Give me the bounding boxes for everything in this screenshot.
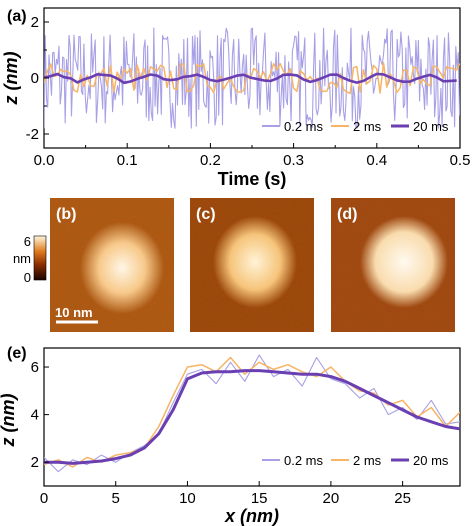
image-d-particle	[360, 216, 448, 308]
x-tick-label-e: 5	[112, 490, 120, 507]
colorbar	[33, 235, 47, 281]
x-tick-label-a: 0.3	[283, 152, 304, 169]
panel-e-ticks: 0 5 10 15 20 25 2 4 6	[31, 359, 411, 507]
legend-a-label-20ms: 20 ms	[413, 119, 449, 134]
y-tick-label-a: -2	[26, 126, 39, 143]
panel-e-series	[44, 354, 460, 473]
image-b-particle	[80, 222, 164, 314]
panel-a-xlabel: Time (s)	[218, 169, 287, 189]
scalebar-label: 10 nm	[55, 305, 93, 320]
colorbar-unit: nm	[13, 251, 31, 266]
panel-b-label: (b)	[56, 206, 76, 223]
image-c-particle	[213, 216, 297, 308]
panel-e: 0 5 10 15 20 25 2 4 6 (e) z (nm) x (nm) 0.2 ms 2…	[0, 345, 461, 526]
colorbar-min: 0	[24, 270, 31, 285]
colorbar-max: 6	[24, 234, 31, 249]
panel-e-ylabel: z (nm)	[0, 394, 18, 448]
x-tick-label-a: 0.2	[200, 152, 221, 169]
panel-a-series	[44, 27, 460, 129]
y-tick-label-a: 2	[31, 14, 39, 31]
y-tick-label-a: 0	[31, 70, 39, 87]
legend-e-label-2ms: 2 ms	[353, 453, 382, 468]
panel-d-label: (d)	[337, 206, 357, 223]
legend-a-label-2ms: 2 ms	[353, 119, 382, 134]
x-tick-label-a: 0.0	[34, 152, 55, 169]
afm-image-d: (d)	[331, 198, 455, 332]
panel-a-label: (a)	[7, 8, 27, 25]
afm-images: 6 nm 0 10 nm (b) (c) (d)	[13, 198, 455, 332]
series-line-a-20ms	[44, 72, 457, 85]
x-tick-label-a: 0.5	[450, 152, 471, 169]
x-tick-label-e: 25	[394, 490, 411, 507]
panel-e-xlabel: x (nm)	[224, 506, 279, 526]
x-tick-label-e: 0	[40, 490, 48, 507]
y-tick-label-e: 2	[31, 454, 39, 471]
y-tick-label-e: 4	[31, 407, 39, 424]
legend-e-label-02ms: 0.2 ms	[284, 453, 324, 468]
panel-a-ticks: 0.0 0.1 0.2 0.3 0.4 0.5 -2 0 2	[26, 14, 471, 169]
series-line-a-02ms	[44, 27, 460, 129]
afm-image-c: (c)	[190, 198, 314, 332]
x-tick-label-e: 20	[323, 490, 340, 507]
x-tick-label-e: 10	[179, 490, 196, 507]
afm-image-b: 10 nm (b)	[50, 198, 174, 332]
legend-e-label-20ms: 20 ms	[413, 453, 449, 468]
x-tick-label-e: 15	[251, 490, 268, 507]
panel-a-ylabel: z (nm)	[1, 52, 21, 106]
legend-a-label-02ms: 0.2 ms	[284, 119, 324, 134]
panel-e-label: (e)	[7, 345, 27, 362]
panel-e-legend: 0.2 ms 2 ms 20 ms	[262, 453, 449, 468]
panel-c-label: (c)	[196, 206, 216, 223]
x-tick-label-a: 0.4	[366, 152, 387, 169]
panel-a-legend: 0.2 ms 2 ms 20 ms	[262, 119, 449, 134]
panel-a: 0.0 0.1 0.2 0.3 0.4 0.5 -2 0 2 (a) z (nm) Time (…	[1, 7, 471, 189]
series-line-e-20ms	[44, 369, 460, 465]
x-tick-label-a: 0.1	[117, 152, 138, 169]
y-tick-label-e: 6	[31, 359, 39, 376]
series-line-a-2ms	[44, 62, 460, 95]
